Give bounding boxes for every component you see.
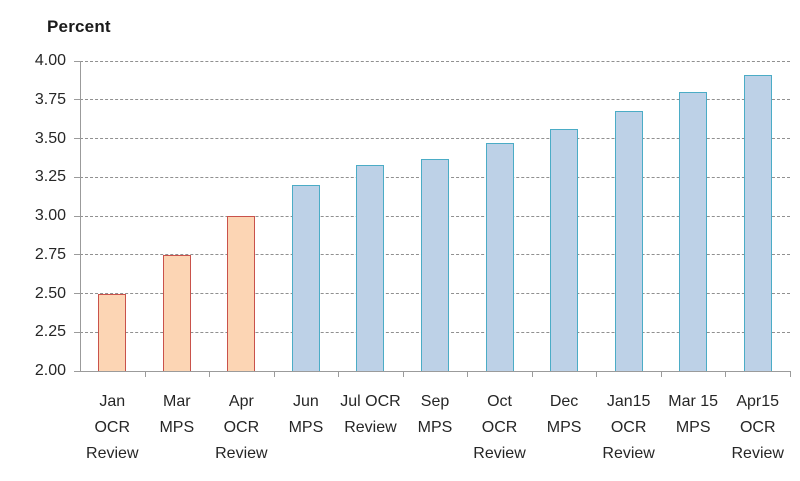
bar [291,185,320,371]
x-tick-label-line: Oct [487,393,512,410]
x-tick-label-line: Review [731,445,784,462]
x-tick-label-line: OCR [739,419,776,436]
x-tick-label-line: Jan [99,393,126,410]
x-axis-tick [790,372,791,377]
x-tick-label-line: Review [86,445,139,462]
y-axis-tick [74,293,80,294]
x-tick-label-line: OCR [223,419,260,436]
y-tick-label: 2.25 [34,323,66,341]
x-tick-label-line: Jun [293,393,319,410]
y-axis-tick [74,370,80,372]
x-axis-tick [402,372,404,377]
y-tick-label: 2.75 [34,245,66,263]
gridline [80,138,790,139]
x-tick-label-line: Mar 15 [668,393,719,410]
bar [679,92,708,371]
x-tick-label: Jan OCR Review [76,389,148,467]
x-tick-label: Apr15 OCR Review [722,389,794,467]
x-tick-label-line: MPS [417,419,453,436]
x-tick-label: Oct OCR Review [464,389,536,467]
gridline [80,60,790,62]
x-axis-tick [531,372,533,377]
y-tick-label: 3.75 [34,90,66,108]
y-axis-line [80,61,81,371]
bar [227,216,256,371]
x-tick-label: Apr OCR Review [205,389,277,467]
x-tick-label: Mar MPS [141,389,213,441]
x-axis-tick [660,372,662,377]
y-tick-label: 3.50 [34,129,66,147]
x-tick-label-line: Dec [549,393,579,410]
x-axis-tick [209,372,211,377]
y-tick-label: 2.50 [34,284,66,302]
x-tick-label-line: Sep [420,393,450,410]
y-axis-tick [74,60,80,62]
y-axis-tick [74,254,80,256]
x-tick-label-line: Apr [228,393,254,410]
x-tick-label-line: Review [602,445,655,462]
bar [550,129,579,371]
x-axis-tick [725,372,727,377]
bar [485,143,514,371]
bar [743,74,772,371]
x-axis-tick [338,372,340,377]
x-tick-label: Jan15 OCR Review [593,389,665,467]
y-tick-label: 3.25 [34,168,66,186]
x-tick-label-line: Apr15 [736,393,780,410]
y-tick-label: 4.00 [34,52,66,69]
x-tick-label: Jun MPS [270,389,342,441]
x-tick-label-line: Jul OCR [340,393,401,410]
bar [98,293,127,371]
x-axis-tick [596,372,598,377]
y-axis-tick [74,138,80,139]
x-tick-label-line: Jan15 [606,393,651,410]
y-axis-tick [74,99,80,101]
y-tick-label: 3.00 [34,207,66,224]
x-tick-label: Mar 15 MPS [657,389,729,441]
x-axis-tick [273,372,275,377]
bar [356,164,385,371]
bar [162,254,191,371]
x-tick-label-line: OCR [481,419,518,436]
x-axis-tick [144,372,146,377]
bar [614,110,643,371]
x-tick-label: Jul OCR Review [334,389,406,441]
x-axis-line [80,371,791,372]
x-tick-label-line: Review [344,419,397,436]
x-axis-tick [467,372,469,377]
y-axis-tick [74,215,80,217]
x-tick-label-line: OCR [94,419,131,436]
y-axis-tick [74,176,80,178]
bar [421,158,449,371]
y-axis-tick [74,331,80,333]
x-tick-label-line: OCR [610,419,647,436]
x-tick-label-line: Review [473,445,526,462]
x-tick-label-line: Review [215,445,268,462]
y-tick-label: 2.00 [34,362,66,379]
x-tick-label: Dec MPS [528,389,600,441]
x-tick-label-line: MPS [675,419,711,436]
x-tick-label: Sep MPS [399,389,471,441]
x-tick-label-line: MPS [546,419,582,436]
x-tick-label-line: MPS [159,419,195,436]
x-tick-label-line: Mar [163,393,191,410]
x-tick-label-line: MPS [288,419,324,436]
y-axis-title: Percent [47,17,111,36]
gridline [80,99,790,101]
